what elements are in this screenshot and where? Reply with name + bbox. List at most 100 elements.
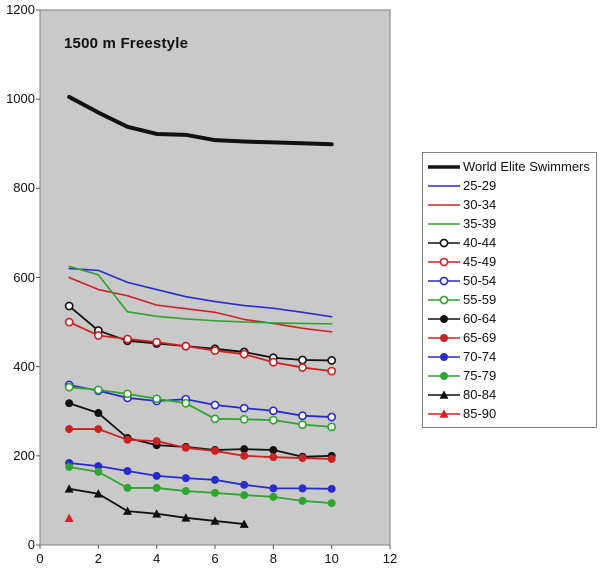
data-point-marker-65-69 (94, 425, 103, 434)
data-point-marker-60-64 (65, 399, 74, 408)
legend-line-sample-70-74 (428, 352, 460, 361)
series-35-39 (68, 265, 333, 325)
data-point-marker-75-79 (298, 496, 307, 505)
data-point-marker-55-59 (298, 420, 307, 430)
series-line-25-29 (68, 267, 333, 318)
legend-sample-marker (439, 276, 449, 285)
data-point-marker-45-49 (327, 366, 337, 376)
legend-line-sample-35-39 (428, 222, 460, 225)
data-point-marker-85-90 (64, 513, 74, 523)
legend-line-sample-60-64 (428, 314, 460, 323)
x-tick-label: 0 (36, 551, 44, 566)
data-point-marker-40-44 (327, 356, 337, 365)
data-point-marker-70-74 (94, 462, 103, 471)
series-25-29 (68, 267, 333, 318)
legend-sample-marker (439, 408, 449, 418)
data-point-marker-70-74 (211, 475, 219, 484)
x-tick-label: 12 (382, 551, 398, 566)
data-point-marker-55-59 (210, 414, 220, 424)
data-point-marker-65-69 (298, 454, 307, 463)
data-point-marker-65-69 (65, 425, 74, 434)
legend-sample-marker (440, 352, 448, 361)
legend-item-35-39: 35-39 (427, 214, 594, 233)
legend-label: 75-79 (463, 368, 497, 383)
legend-line-sample-65-69 (428, 333, 460, 342)
legend-label: 55-59 (463, 292, 497, 307)
data-point-marker-45-49 (64, 317, 74, 327)
data-point-marker-75-79 (240, 491, 249, 500)
data-point-marker-65-69 (240, 451, 249, 460)
data-point-marker-55-59 (181, 398, 191, 408)
y-tick-label: 400 (13, 358, 35, 374)
data-point-marker-75-79 (94, 467, 103, 476)
data-point-marker-60-64 (240, 445, 249, 454)
data-point-marker-75-79 (65, 462, 74, 471)
data-point-marker-65-69 (269, 453, 278, 462)
legend-item-55-59: 55-59 (427, 290, 594, 309)
data-point-marker-65-69 (211, 446, 219, 455)
data-point-marker-45-49 (298, 363, 307, 372)
legend-line-sample-80-84 (428, 389, 460, 399)
legend-line-sample-30-34 (428, 203, 460, 206)
legend-item-40-44: 40-44 (427, 233, 594, 252)
legend-line-sample-40-44 (428, 238, 460, 247)
legend-label: 40-44 (463, 235, 497, 250)
data-point-marker-50-54 (268, 406, 278, 416)
series-55-59 (64, 382, 337, 432)
legend-sample-marker (439, 257, 449, 266)
legend-item-30-34: 30-34 (427, 195, 594, 214)
x-tick-label: 6 (211, 551, 219, 566)
data-point-marker-50-54 (298, 411, 307, 421)
data-point-marker-45-49 (268, 357, 278, 367)
series-line-65-69 (68, 428, 333, 460)
legend-line-sample-45-49 (428, 257, 460, 266)
series-line-55-59 (68, 386, 333, 428)
y-tick-label: 800 (13, 180, 35, 196)
legend-item-75-79: 75-79 (427, 366, 594, 385)
legend-line-sample-85-90 (428, 408, 460, 418)
legend-label: 80-84 (463, 387, 497, 402)
legend-label: World Elite Swimmers (463, 159, 590, 174)
series-line-world-elite-swimmers (67, 94, 334, 147)
y-tick-label: 600 (13, 269, 35, 285)
data-point-marker-55-59 (152, 394, 162, 404)
data-point-marker-70-74 (181, 474, 190, 483)
data-point-marker-70-74 (327, 484, 336, 493)
series-line-50-54 (68, 384, 333, 418)
data-point-marker-55-59 (268, 415, 278, 425)
data-point-marker-70-74 (269, 484, 278, 493)
legend-line-sample-50-54 (428, 276, 460, 285)
x-tick-label: 2 (94, 551, 102, 566)
legend-item-85-90: 85-90 (427, 404, 594, 423)
x-tick-label: 10 (324, 551, 339, 566)
data-point-marker-70-74 (240, 480, 249, 489)
y-tick-label: 0 (27, 537, 35, 552)
data-point-marker-50-54 (210, 400, 220, 410)
series-line-35-39 (68, 265, 333, 325)
data-point-marker-55-59 (64, 382, 74, 392)
data-point-marker-40-44 (64, 301, 74, 311)
legend-item-80-84: 80-84 (427, 385, 594, 404)
data-point-marker-80-84 (123, 506, 132, 515)
y-tick-label: 200 (13, 447, 35, 463)
data-point-marker-75-79 (123, 483, 132, 492)
data-point-marker-65-69 (152, 437, 161, 446)
data-point-marker-55-59 (93, 385, 103, 395)
data-point-marker-65-69 (123, 435, 132, 444)
data-point-marker-60-64 (94, 409, 103, 418)
chart-title: 1500 m Freestyle (64, 35, 189, 52)
data-point-marker-45-49 (93, 331, 103, 340)
legend-line-sample-world-elite-swimmers (428, 164, 460, 169)
series-line-70-74 (68, 462, 333, 490)
series-70-74 (65, 458, 336, 493)
data-point-marker-70-74 (298, 484, 307, 493)
legend-sample-marker (439, 295, 449, 304)
legend-sample-marker (440, 314, 448, 323)
legend-label: 30-34 (463, 197, 497, 212)
data-point-marker-45-49 (239, 349, 249, 359)
data-point-marker-40-44 (298, 355, 307, 365)
data-point-marker-75-79 (269, 492, 278, 501)
series-85-90 (64, 513, 74, 523)
legend-item-50-54: 50-54 (427, 271, 594, 290)
